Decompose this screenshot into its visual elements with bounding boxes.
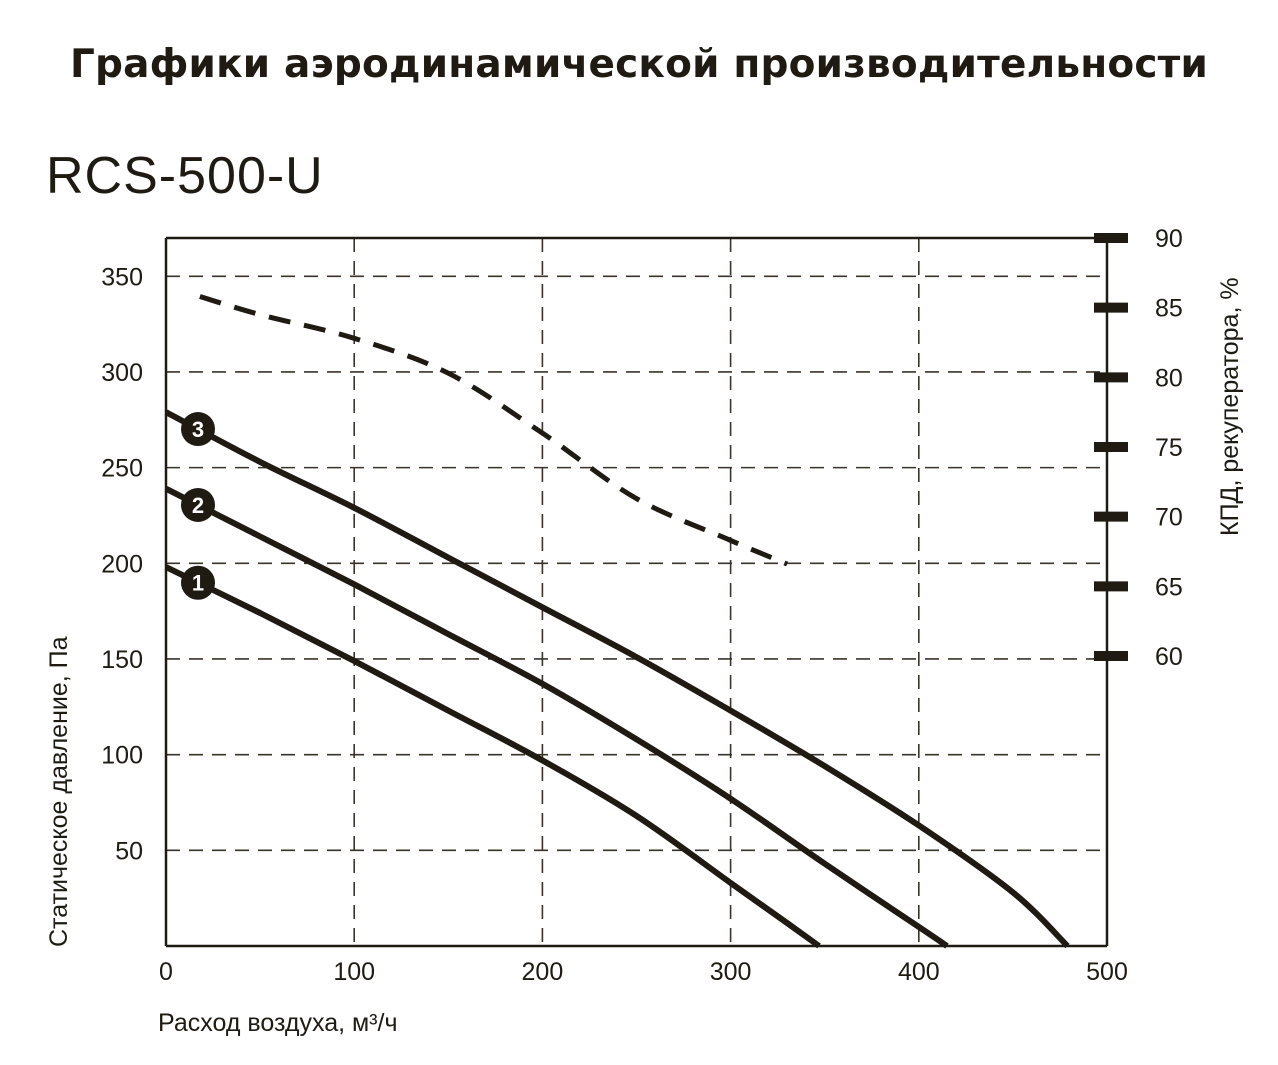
y2-tick-label: 70 [1155, 504, 1183, 532]
x-tick-label: 400 [898, 958, 940, 986]
pressure-curve-2 [164, 486, 949, 949]
curve-badge-label: 2 [192, 493, 204, 518]
y-tick-label: 350 [101, 263, 143, 291]
series-layer [164, 294, 1070, 949]
curve-badge-label: 1 [192, 571, 204, 596]
x-tick-label: 0 [159, 958, 173, 986]
curve-badge-2 [181, 487, 215, 522]
y2-axis-title: КПД, рекуператора, % [1216, 277, 1244, 536]
curve-badge-label: 3 [192, 417, 204, 442]
axes-layer [164, 233, 1128, 948]
y-tick-label: 150 [101, 646, 143, 674]
y-tick-label: 200 [101, 550, 143, 578]
efficiency-curve [199, 294, 789, 567]
x-tick-label: 200 [522, 958, 564, 986]
y-axis-title: Статическое давление, Па [45, 636, 73, 947]
labels-layer: 0 100 200 300 400 500 50 100 150 200 250 300 350 60 65… [101, 225, 1183, 986]
x-tick-label: 500 [1086, 958, 1128, 986]
curve-badge-1 [181, 565, 215, 600]
pressure-curve-1 [164, 564, 821, 949]
pressure-curve-3 [164, 409, 1070, 949]
y2-tick-label: 65 [1155, 573, 1183, 601]
model-name: RCS-500-U [46, 147, 324, 205]
y-tick-label: 250 [101, 455, 143, 483]
grid-layer [166, 238, 1107, 946]
x-tick-label: 300 [710, 958, 752, 986]
curve-badge-3 [181, 412, 215, 447]
x-axis-title: Расход воздуха, м³/ч [158, 1009, 397, 1037]
y2-tick-label: 80 [1155, 364, 1183, 392]
y2-tick-label: 75 [1155, 434, 1183, 462]
y2-tick-label: 90 [1155, 225, 1183, 253]
y2-tick-label: 60 [1155, 643, 1183, 671]
y-tick-label: 100 [101, 742, 143, 770]
page-title: Графики аэродинамической производительно… [69, 42, 1209, 87]
x-tick-label: 100 [333, 958, 375, 986]
y2-tick-label: 85 [1155, 295, 1183, 323]
y-tick-label: 300 [101, 359, 143, 387]
y-tick-label: 50 [115, 837, 143, 865]
